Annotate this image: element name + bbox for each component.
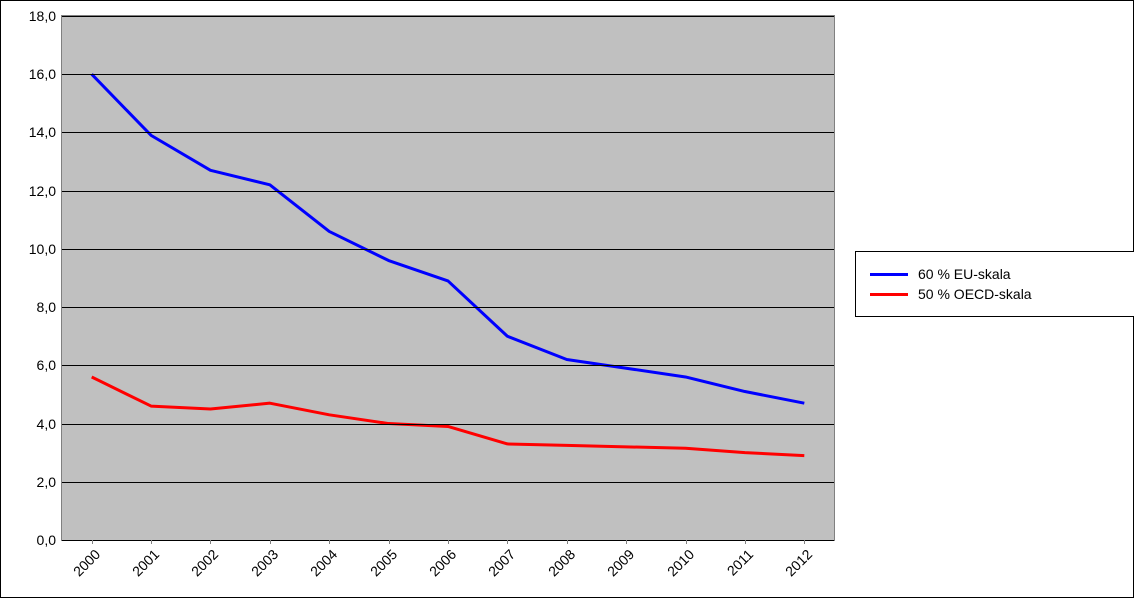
x-tick-mark	[329, 540, 330, 544]
x-tick-label: 2011	[724, 546, 757, 579]
x-tick-mark	[270, 540, 271, 544]
x-tick-mark	[92, 540, 93, 544]
x-tick-mark	[686, 540, 687, 544]
x-tick-mark	[626, 540, 627, 544]
x-tick-label: 2003	[248, 546, 281, 579]
x-tick-mark	[804, 540, 805, 544]
y-tick-label: 18,0	[29, 8, 56, 24]
y-tick-label: 0,0	[37, 532, 56, 548]
x-tick-label: 2012	[782, 546, 815, 579]
y-tick-label: 14,0	[29, 124, 56, 140]
x-tick-mark	[210, 540, 211, 544]
x-tick-mark	[507, 540, 508, 544]
y-tick-label: 8,0	[37, 299, 56, 315]
grid-line	[62, 424, 834, 425]
x-tick-label: 2005	[367, 546, 400, 579]
x-tick-label: 2004	[307, 546, 340, 579]
grid-line	[62, 482, 834, 483]
x-tick-mark	[389, 540, 390, 544]
x-tick-mark	[151, 540, 152, 544]
series-line-1	[92, 377, 805, 456]
y-tick-label: 10,0	[29, 241, 56, 257]
series-line-0	[92, 74, 805, 403]
x-tick-label: 2009	[604, 546, 637, 579]
x-tick-label: 2010	[664, 546, 697, 579]
legend-item: 60 % EU-skala	[870, 266, 1130, 282]
x-tick-label: 2002	[188, 546, 221, 579]
x-tick-mark	[448, 540, 449, 544]
y-tick-label: 12,0	[29, 183, 56, 199]
legend-item: 50 % OECD-skala	[870, 286, 1130, 302]
grid-line	[62, 249, 834, 250]
y-tick-label: 6,0	[37, 357, 56, 373]
grid-line	[62, 16, 834, 17]
x-tick-label: 2008	[545, 546, 578, 579]
legend-swatch	[870, 273, 908, 276]
grid-line	[62, 191, 834, 192]
grid-line	[62, 132, 834, 133]
x-tick-label: 2001	[129, 546, 162, 579]
x-tick-label: 2007	[485, 546, 518, 579]
y-tick-label: 4,0	[37, 416, 56, 432]
grid-line	[62, 307, 834, 308]
legend-label: 60 % EU-skala	[918, 266, 1011, 282]
legend: 60 % EU-skala 50 % OECD-skala	[855, 251, 1134, 317]
grid-line	[62, 74, 834, 75]
series-layer	[62, 16, 834, 540]
legend-label: 50 % OECD-skala	[918, 286, 1032, 302]
x-tick-mark	[567, 540, 568, 544]
chart-frame: 0,0 2,0 4,0 6,0 8,0 10,0 12,0 14,0 16,0 18,0 2000 2…	[0, 0, 1134, 598]
x-tick-label: 2006	[426, 546, 459, 579]
x-tick-label: 2000	[70, 546, 103, 579]
plot-area: 0,02,04,06,08,010,012,014,016,018,020002…	[61, 15, 835, 541]
grid-line	[62, 365, 834, 366]
legend-swatch	[870, 293, 908, 296]
y-tick-label: 2,0	[37, 474, 56, 490]
x-tick-mark	[745, 540, 746, 544]
y-tick-label: 16,0	[29, 66, 56, 82]
